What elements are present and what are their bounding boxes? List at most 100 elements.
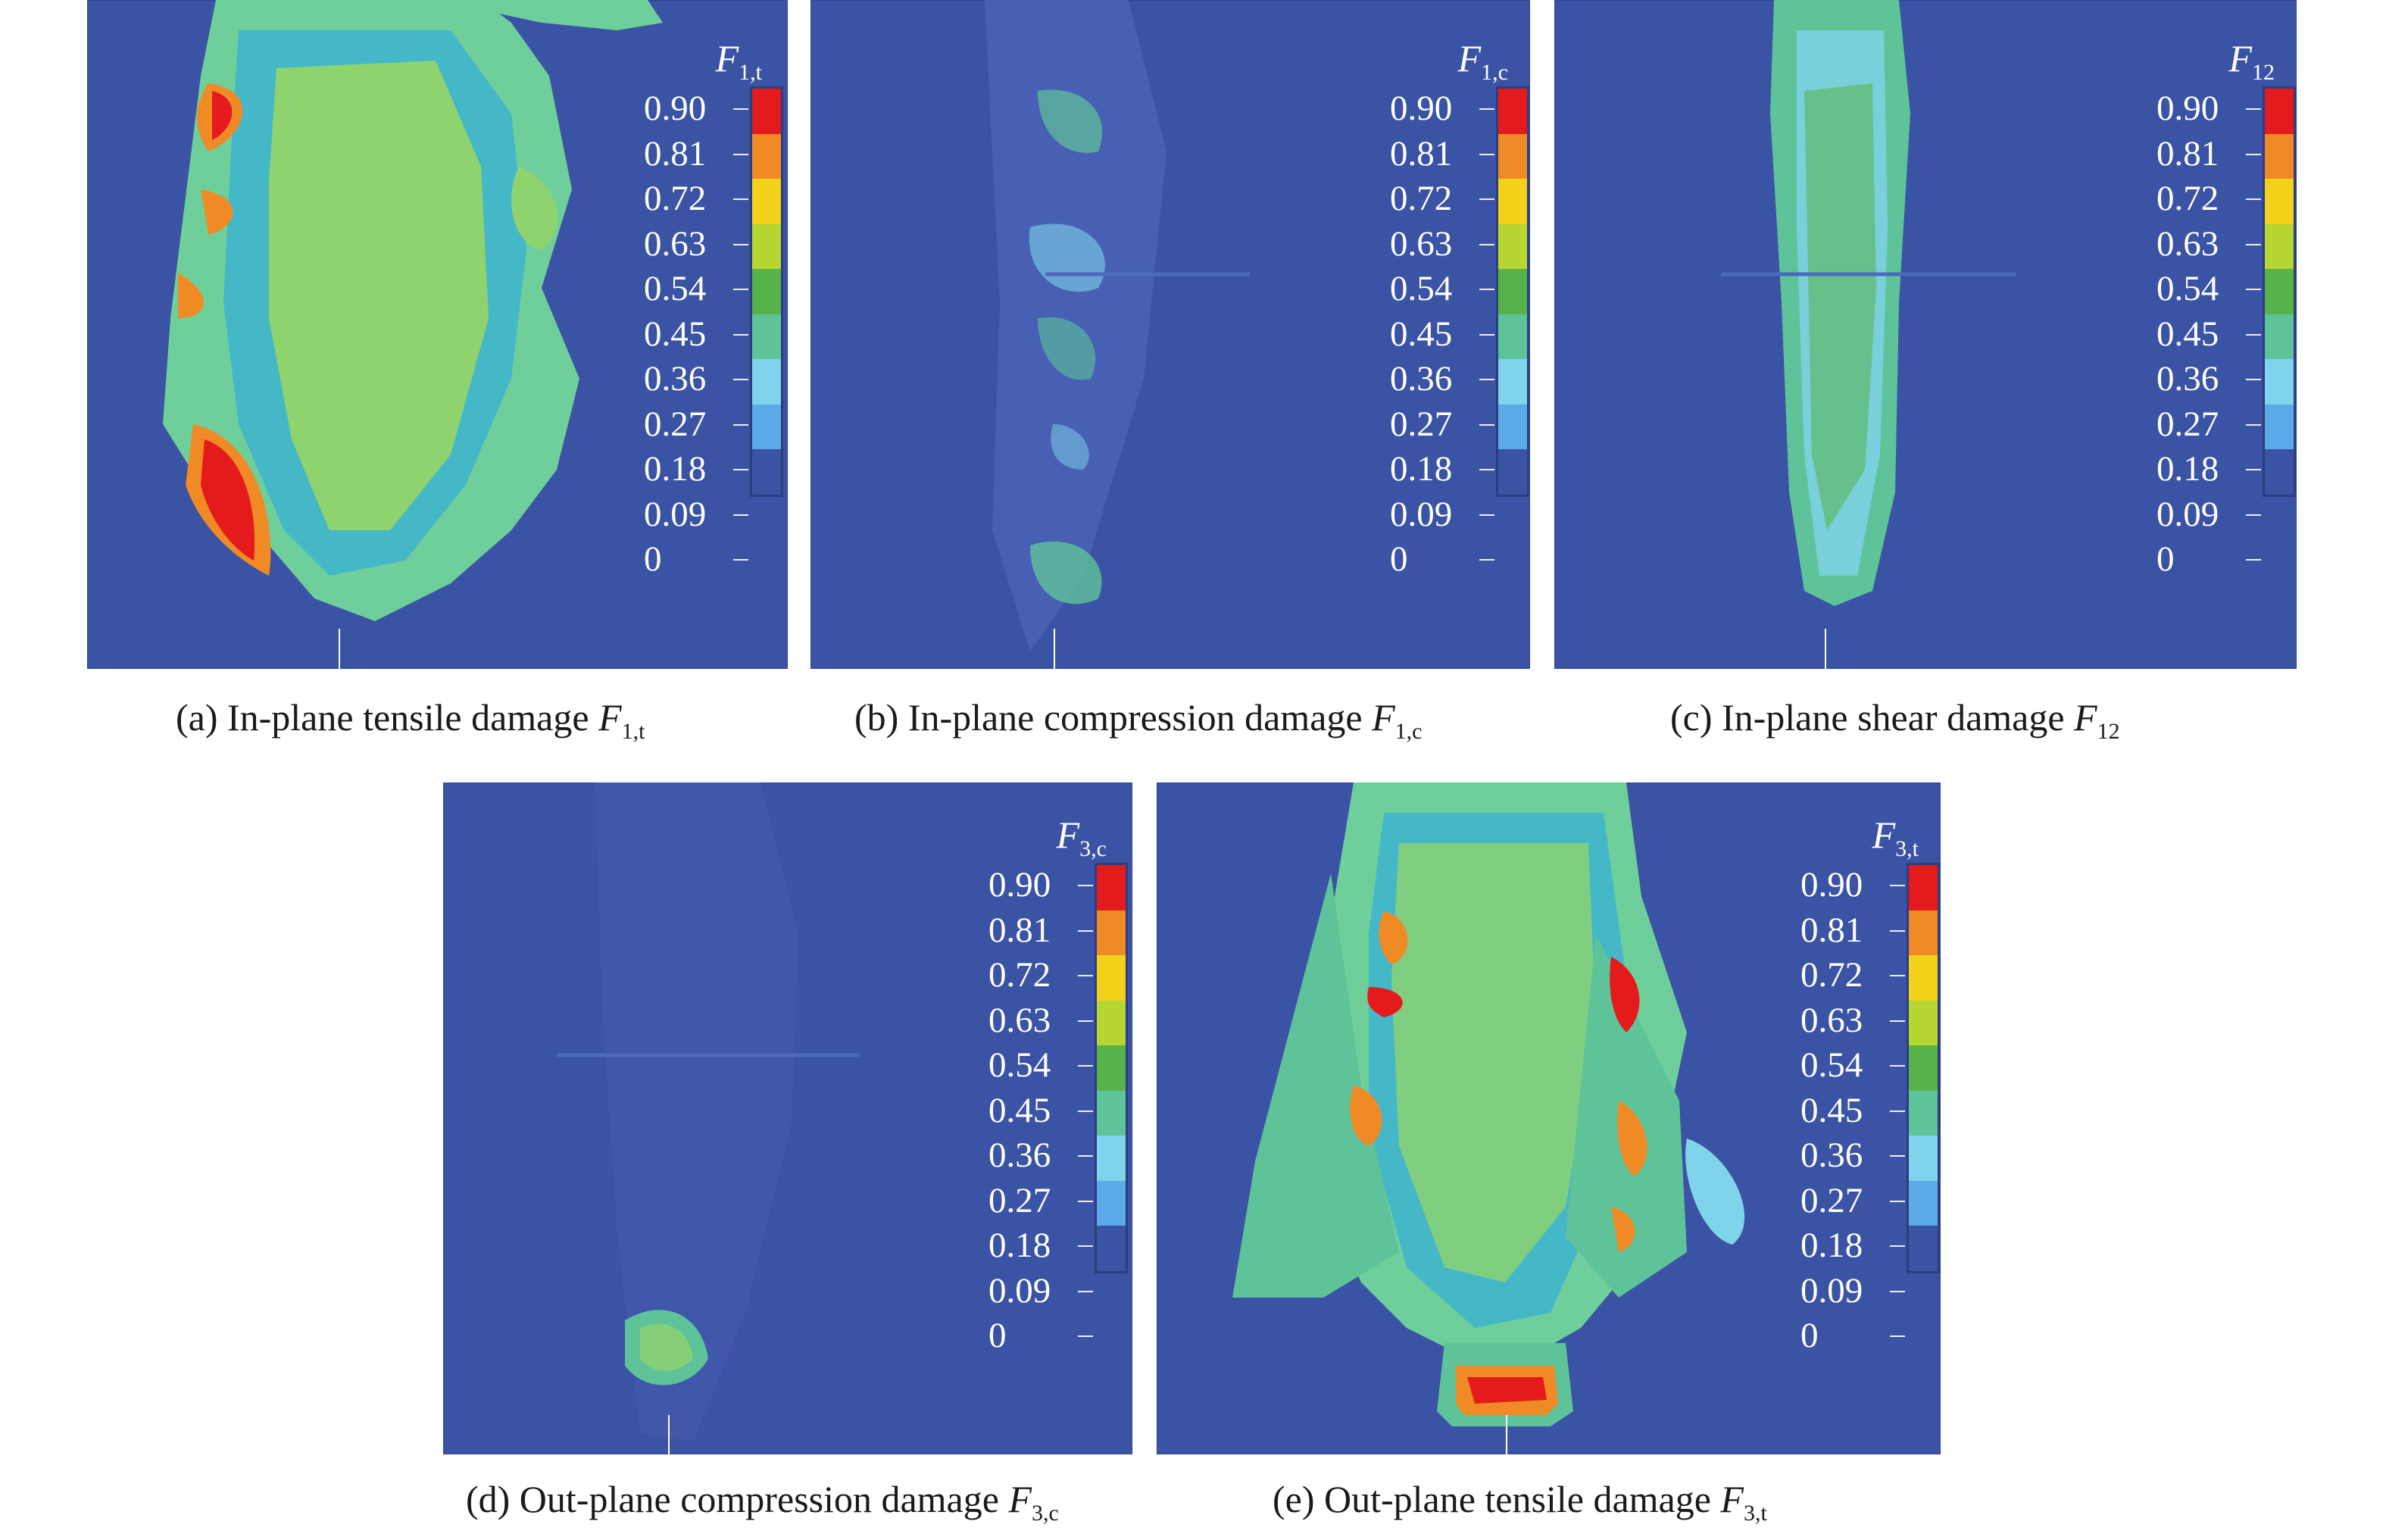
- colorbar-swatch: [752, 314, 781, 359]
- colorbar-swatch: [1909, 910, 1938, 955]
- colorbar-gradient: [1907, 863, 1940, 1273]
- panel-e-out-plane-tensile-damage: F3,t 0.90 0.81 0.72 0.63 0.54 0.45 0.36 …: [1157, 782, 1941, 1454]
- colorbar-tick: 0.90: [2156, 86, 2261, 132]
- colorbar-tick: 0.18: [2156, 447, 2261, 492]
- colorbar-title-c: F12: [2228, 37, 2275, 85]
- colorbar-tick: 0.09: [1390, 492, 1494, 538]
- colorbar-swatch: [1097, 1000, 1126, 1045]
- caption-b: (b) In-plane compression damage F1,c: [854, 696, 1423, 744]
- colorbar-tick: 0.90: [1800, 863, 1905, 908]
- panel-c-in-plane-shear-damage: F12 0.90 0.81 0.72 0.63 0.54 0.45 0.36 0…: [1554, 0, 2297, 669]
- colorbar-tick: 0.54: [988, 1043, 1093, 1089]
- colorbar-tick: 0.18: [1800, 1223, 1905, 1269]
- colorbar-swatch: [752, 179, 781, 224]
- colorbar-tick: 0.27: [644, 402, 748, 448]
- colorbar-tick: 0.54: [1800, 1043, 1905, 1089]
- colorbar-legend-e: F3,t 0.90 0.81 0.72 0.63 0.54 0.45 0.36 …: [1800, 813, 1941, 1358]
- colorbar-gradient: [750, 86, 783, 497]
- colorbar-swatch: [2265, 179, 2294, 224]
- damage-contour-image-b: [985, 0, 1250, 669]
- colorbar-ticks: 0.90 0.81 0.72 0.63 0.54 0.45 0.36 0.27 …: [988, 863, 1093, 1359]
- colorbar-swatch: [1097, 1045, 1126, 1091]
- colorbar-swatch: [2265, 359, 2294, 405]
- colorbar-tick: 0.36: [1800, 1133, 1905, 1179]
- colorbar-tick: 0.81: [1390, 132, 1494, 177]
- caption-e: (e) Out-plane tensile damage F3,t: [1273, 1478, 1767, 1526]
- colorbar-gradient: [1095, 863, 1128, 1273]
- colorbar-tick: 0.09: [2156, 492, 2261, 538]
- colorbar-swatch: [1097, 910, 1126, 955]
- colorbar-swatch: [1498, 89, 1527, 134]
- colorbar-tick: 0: [1390, 537, 1494, 583]
- colorbar-tick: 0.72: [1390, 176, 1494, 222]
- colorbar-legend-b: F1,c 0.90 0.81 0.72 0.63 0.54 0.45 0.36 …: [1390, 36, 1530, 582]
- colorbar-tick: 0.54: [2156, 267, 2261, 312]
- colorbar-swatch: [1097, 1090, 1126, 1135]
- colorbar-swatch: [1498, 179, 1527, 224]
- panel-d-out-plane-compression-damage: F3,c 0.90 0.81 0.72 0.63 0.54 0.45 0.36 …: [443, 782, 1132, 1454]
- colorbar-swatch: [1498, 223, 1527, 269]
- colorbar-swatch: [1909, 955, 1938, 1001]
- colorbar-swatch: [1909, 1135, 1938, 1181]
- damage-contour-image-e: [1232, 782, 1745, 1454]
- colorbar-tick: 0.45: [1800, 1089, 1905, 1134]
- colorbar-swatch: [1909, 1180, 1938, 1226]
- colorbar-legend-a: F1,t 0.90 0.81 0.72 0.63 0.54 0.45 0.36 …: [644, 36, 788, 582]
- colorbar-tick: 0.27: [988, 1179, 1093, 1224]
- colorbar-tick: 0.18: [644, 447, 748, 492]
- colorbar-tick: 0.54: [1390, 267, 1494, 312]
- colorbar-tick: 0.36: [988, 1133, 1093, 1179]
- colorbar-swatch: [1097, 955, 1126, 1001]
- caption-c: (c) In-plane shear damage F12: [1670, 696, 2120, 744]
- colorbar-ticks: 0.90 0.81 0.72 0.63 0.54 0.45 0.36 0.27 …: [1800, 863, 1905, 1359]
- colorbar-swatch: [1498, 314, 1527, 359]
- colorbar-tick: 0.27: [1800, 1179, 1905, 1224]
- colorbar-swatch: [1498, 269, 1527, 314]
- colorbar-legend-d: F3,c 0.90 0.81 0.72 0.63 0.54 0.45 0.36 …: [988, 813, 1132, 1358]
- colorbar-tick: 0.45: [2156, 312, 2261, 358]
- colorbar-swatch: [2265, 404, 2294, 449]
- colorbar-title-b: F1,c: [1457, 37, 1508, 85]
- colorbar-tick: 0.54: [644, 267, 748, 312]
- colorbar-swatch: [2265, 314, 2294, 359]
- colorbar-swatch: [752, 223, 781, 269]
- colorbar-tick: 0.27: [1390, 402, 1494, 448]
- caption-a: (a) In-plane tensile damage F1,t: [176, 696, 645, 744]
- colorbar-tick: 0.09: [988, 1269, 1093, 1314]
- colorbar-swatch: [1498, 359, 1527, 405]
- colorbar-tick: 0.81: [1800, 908, 1905, 954]
- damage-contour-image-c: [1721, 0, 2016, 669]
- colorbar-swatch: [1909, 865, 1938, 911]
- colorbar-swatch: [1097, 865, 1126, 911]
- colorbar-swatch: [2265, 89, 2294, 134]
- colorbar-tick: 0.72: [2156, 176, 2261, 222]
- colorbar-ticks: 0.90 0.81 0.72 0.63 0.54 0.45 0.36 0.27 …: [1390, 86, 1494, 583]
- colorbar-swatch: [752, 404, 781, 449]
- colorbar-tick: 0.63: [1390, 222, 1494, 267]
- panel-a-in-plane-tensile-damage: F1,t 0.90 0.81 0.72 0.63 0.54 0.45 0.36 …: [87, 0, 788, 669]
- damage-contour-image-d: [557, 782, 860, 1454]
- colorbar-swatch: [1498, 133, 1527, 179]
- colorbar-tick: 0.63: [1800, 998, 1905, 1044]
- colorbar-tick: 0.36: [2156, 357, 2261, 402]
- colorbar-tick: 0.18: [988, 1223, 1093, 1269]
- colorbar-tick: 0.81: [2156, 132, 2261, 177]
- colorbar-ticks: 0.90 0.81 0.72 0.63 0.54 0.45 0.36 0.27 …: [644, 86, 748, 583]
- colorbar-title-d: F3,c: [1056, 814, 1107, 861]
- colorbar-gradient: [1496, 86, 1529, 497]
- caption-d: (d) Out-plane compression damage F3,c: [466, 1478, 1059, 1526]
- colorbar-tick: 0.72: [988, 953, 1093, 998]
- colorbar-tick: 0.36: [1390, 357, 1494, 402]
- colorbar-tick: 0.45: [644, 312, 748, 358]
- colorbar-tick: 0.09: [644, 492, 748, 538]
- colorbar-swatch: [1909, 1090, 1938, 1135]
- colorbar-tick: 0.63: [644, 222, 748, 267]
- colorbar-tick: 0.81: [644, 132, 748, 177]
- colorbar-gradient: [2263, 86, 2296, 497]
- colorbar-tick: 0.45: [988, 1089, 1093, 1134]
- colorbar-swatch: [2265, 133, 2294, 179]
- colorbar-tick: 0: [644, 537, 748, 583]
- colorbar-swatch: [1097, 1180, 1126, 1226]
- colorbar-tick: 0.63: [2156, 222, 2261, 267]
- colorbar-legend-c: F12 0.90 0.81 0.72 0.63 0.54 0.45 0.36 0…: [2156, 36, 2297, 582]
